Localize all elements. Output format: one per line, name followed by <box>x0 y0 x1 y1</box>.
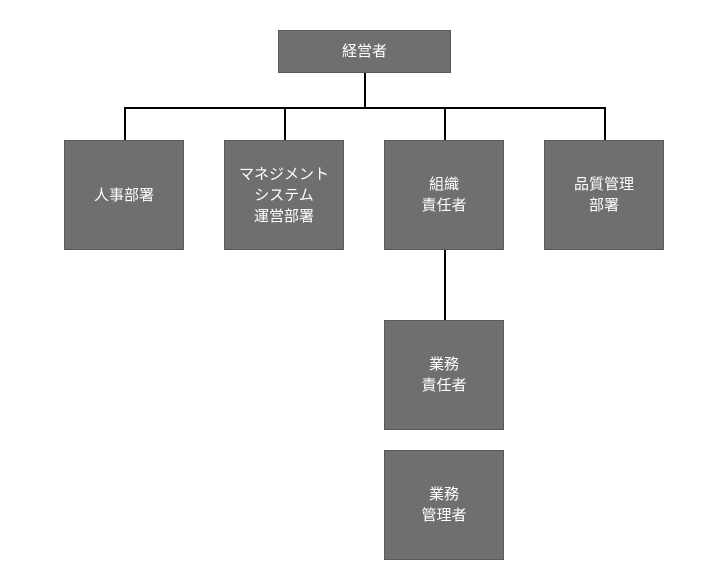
node-hr-label: 人事部署 <box>94 185 154 206</box>
connector-2 <box>124 107 126 140</box>
node-mgmt-label: マネジメント システム 運営部署 <box>239 164 329 227</box>
node-org-lead-label: 組織 責任者 <box>421 174 466 216</box>
node-org-lead: 組織 責任者 <box>384 140 504 250</box>
node-biz-lead-label: 業務 責任者 <box>421 354 466 396</box>
connector-0 <box>364 73 366 107</box>
connector-3 <box>284 107 286 140</box>
node-biz-mgr-label: 業務 管理者 <box>421 484 466 526</box>
connector-6 <box>444 250 446 320</box>
node-mgmt: マネジメント システム 運営部署 <box>224 140 344 250</box>
node-biz-lead: 業務 責任者 <box>384 320 504 430</box>
node-quality: 品質管理 部署 <box>544 140 664 250</box>
node-quality-label: 品質管理 部署 <box>574 174 634 216</box>
node-root-label: 経営者 <box>342 41 387 62</box>
connector-4 <box>444 107 446 140</box>
node-root: 経営者 <box>278 30 451 73</box>
connector-5 <box>604 107 606 140</box>
node-hr: 人事部署 <box>64 140 184 250</box>
connector-1 <box>124 107 606 109</box>
node-biz-mgr: 業務 管理者 <box>384 450 504 560</box>
